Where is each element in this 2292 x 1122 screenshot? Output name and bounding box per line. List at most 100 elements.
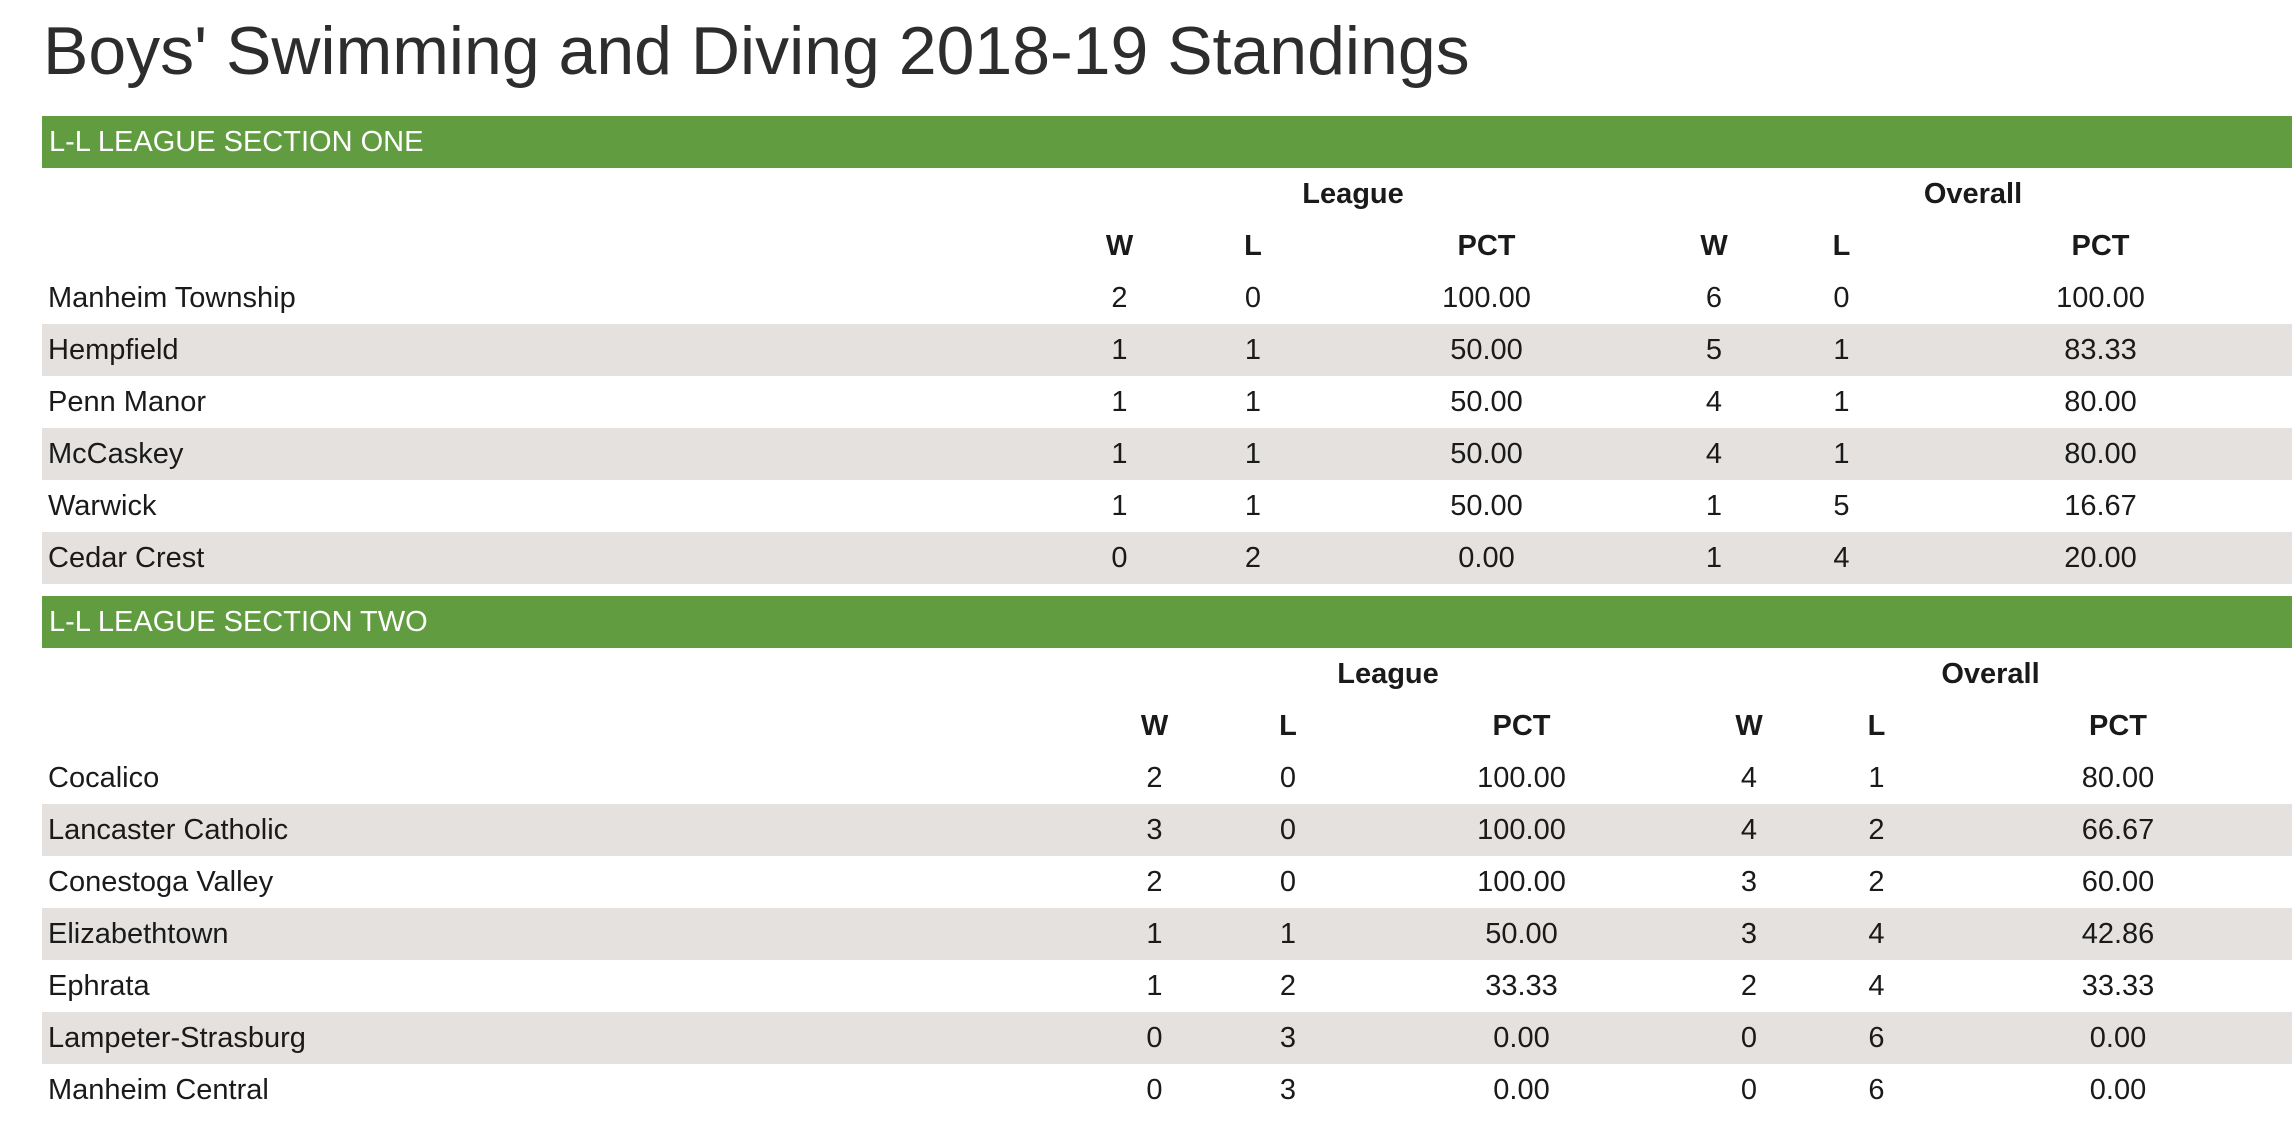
league-wins: 0 xyxy=(1146,1074,1163,1106)
section-header: L-L LEAGUE SECTION ONE xyxy=(42,116,2292,168)
team-name: Conestoga Valley xyxy=(48,866,274,898)
league-losses: 3 xyxy=(1222,1012,1354,1064)
overall-group-header: Overall xyxy=(1923,178,2023,210)
team-name: Manheim Township xyxy=(48,282,296,314)
overall-wins: 4 xyxy=(1689,804,1809,856)
league-pct: 50.00 xyxy=(1354,908,1689,960)
team-name: Manheim Central xyxy=(48,1074,269,1106)
overall-pct: 66.67 xyxy=(1944,804,2292,856)
league-wins: 1 xyxy=(1146,970,1163,1002)
team-name: Ephrata xyxy=(48,970,150,1002)
league-losses: 1 xyxy=(1244,490,1262,522)
league-losses: 3 xyxy=(1279,1074,1297,1106)
overall-losses: 5 xyxy=(1833,490,1850,522)
overall-pct: 42.86 xyxy=(1944,908,2292,960)
league-losses: 0 xyxy=(1279,866,1297,898)
league-wins: 0 xyxy=(1052,532,1187,584)
table-row: Ephrata 1 2 33.33 2 4 33.33 xyxy=(42,960,2292,1012)
overall-pct-header: PCT xyxy=(2071,230,2130,262)
league-pct: 100.00 xyxy=(1477,762,1566,794)
overall-w-header: W xyxy=(1735,710,1763,742)
league-losses: 0 xyxy=(1244,282,1262,314)
overall-wins: 2 xyxy=(1740,970,1758,1002)
league-group-header: League xyxy=(1337,658,1439,690)
league-losses: 2 xyxy=(1279,970,1297,1002)
table-row: Penn Manor 1 1 50.00 4 1 80.00 xyxy=(42,376,2292,428)
overall-pct: 100.00 xyxy=(2056,282,2145,314)
standings-section: L-L LEAGUE SECTION TWO League Overall W … xyxy=(42,596,2292,1116)
league-w-header: W xyxy=(1140,710,1169,742)
overall-pct: 80.00 xyxy=(2081,762,2155,794)
league-pct: 100.00 xyxy=(1442,282,1531,314)
table-row: Elizabethtown 1 1 50.00 3 4 42.86 xyxy=(42,908,2292,960)
overall-wins: 0 xyxy=(1689,1012,1809,1064)
overall-losses: 1 xyxy=(1868,762,1885,794)
overall-l-header: L xyxy=(1832,230,1851,262)
group-header-row: League Overall xyxy=(42,648,2292,700)
league-wins: 3 xyxy=(1087,804,1222,856)
league-losses: 1 xyxy=(1187,324,1319,376)
overall-losses: 4 xyxy=(1809,908,1944,960)
league-pct: 0.00 xyxy=(1493,1074,1550,1106)
overall-pct-header: PCT xyxy=(2089,710,2147,742)
overall-group-header: Overall xyxy=(1941,658,2040,690)
overall-wins: 5 xyxy=(1654,324,1774,376)
overall-wins: 4 xyxy=(1654,428,1774,480)
section-header: L-L LEAGUE SECTION TWO xyxy=(42,596,2292,648)
overall-pct: 80.00 xyxy=(2064,386,2137,418)
overall-losses: 2 xyxy=(1868,866,1885,898)
overall-pct: 33.33 xyxy=(2081,970,2155,1002)
table-row: Hempfield 1 1 50.00 5 1 83.33 xyxy=(42,324,2292,376)
league-wins: 2 xyxy=(1146,762,1163,794)
overall-losses: 2 xyxy=(1809,804,1944,856)
league-pct: 50.00 xyxy=(1450,490,1523,522)
league-group-header: League xyxy=(1302,178,1404,210)
league-l-header: L xyxy=(1244,230,1262,262)
team-name: Elizabethtown xyxy=(42,908,1087,960)
league-wins: 2 xyxy=(1146,866,1163,898)
overall-losses: 1 xyxy=(1774,324,1909,376)
league-losses: 1 xyxy=(1222,908,1354,960)
team-name: Warwick xyxy=(48,490,157,522)
team-name: Cocalico xyxy=(48,762,160,794)
team-name: Hempfield xyxy=(42,324,1052,376)
table-row: McCaskey 1 1 50.00 4 1 80.00 xyxy=(42,428,2292,480)
overall-wins: 3 xyxy=(1740,866,1758,898)
league-pct: 0.00 xyxy=(1319,532,1654,584)
standings-table: League Overall W L PCT W L PCT Cocalico 2… xyxy=(42,648,2292,1116)
league-pct-header: PCT xyxy=(1492,710,1551,742)
league-pct: 33.33 xyxy=(1485,970,1558,1002)
overall-losses: 1 xyxy=(1833,386,1850,418)
overall-w-header: W xyxy=(1700,230,1728,262)
overall-l-header: L xyxy=(1867,710,1886,742)
overall-wins: 1 xyxy=(1705,490,1723,522)
overall-losses: 4 xyxy=(1774,532,1909,584)
table-row: Cocalico 2 0 100.00 4 1 80.00 xyxy=(42,752,2292,804)
table-row: Lancaster Catholic 3 0 100.00 4 2 66.67 xyxy=(42,804,2292,856)
team-name: McCaskey xyxy=(42,428,1052,480)
overall-pct: 60.00 xyxy=(2081,866,2155,898)
overall-wins: 6 xyxy=(1705,282,1723,314)
overall-wins: 0 xyxy=(1740,1074,1758,1106)
overall-wins: 4 xyxy=(1705,386,1723,418)
league-pct: 100.00 xyxy=(1354,804,1689,856)
league-wins: 0 xyxy=(1087,1012,1222,1064)
overall-pct: 80.00 xyxy=(1909,428,2292,480)
league-pct: 50.00 xyxy=(1319,324,1654,376)
league-losses: 2 xyxy=(1187,532,1319,584)
overall-wins: 4 xyxy=(1740,762,1758,794)
team-name: Lampeter-Strasburg xyxy=(42,1012,1087,1064)
overall-pct: 20.00 xyxy=(1909,532,2292,584)
table-row: Lampeter-Strasburg 0 3 0.00 0 6 0.00 xyxy=(42,1012,2292,1064)
overall-losses: 0 xyxy=(1833,282,1850,314)
overall-losses: 1 xyxy=(1774,428,1909,480)
league-losses: 1 xyxy=(1244,386,1262,418)
overall-losses: 4 xyxy=(1868,970,1885,1002)
league-wins: 1 xyxy=(1087,908,1222,960)
page-title: Boys' Swimming and Diving 2018-19 Standi… xyxy=(43,13,1470,89)
overall-pct: 0.00 xyxy=(2089,1074,2147,1106)
overall-pct: 16.67 xyxy=(2064,490,2137,522)
league-w-header: W xyxy=(1105,230,1134,262)
league-pct: 50.00 xyxy=(1319,428,1654,480)
column-header-row: W L PCT W L PCT xyxy=(42,700,2292,752)
